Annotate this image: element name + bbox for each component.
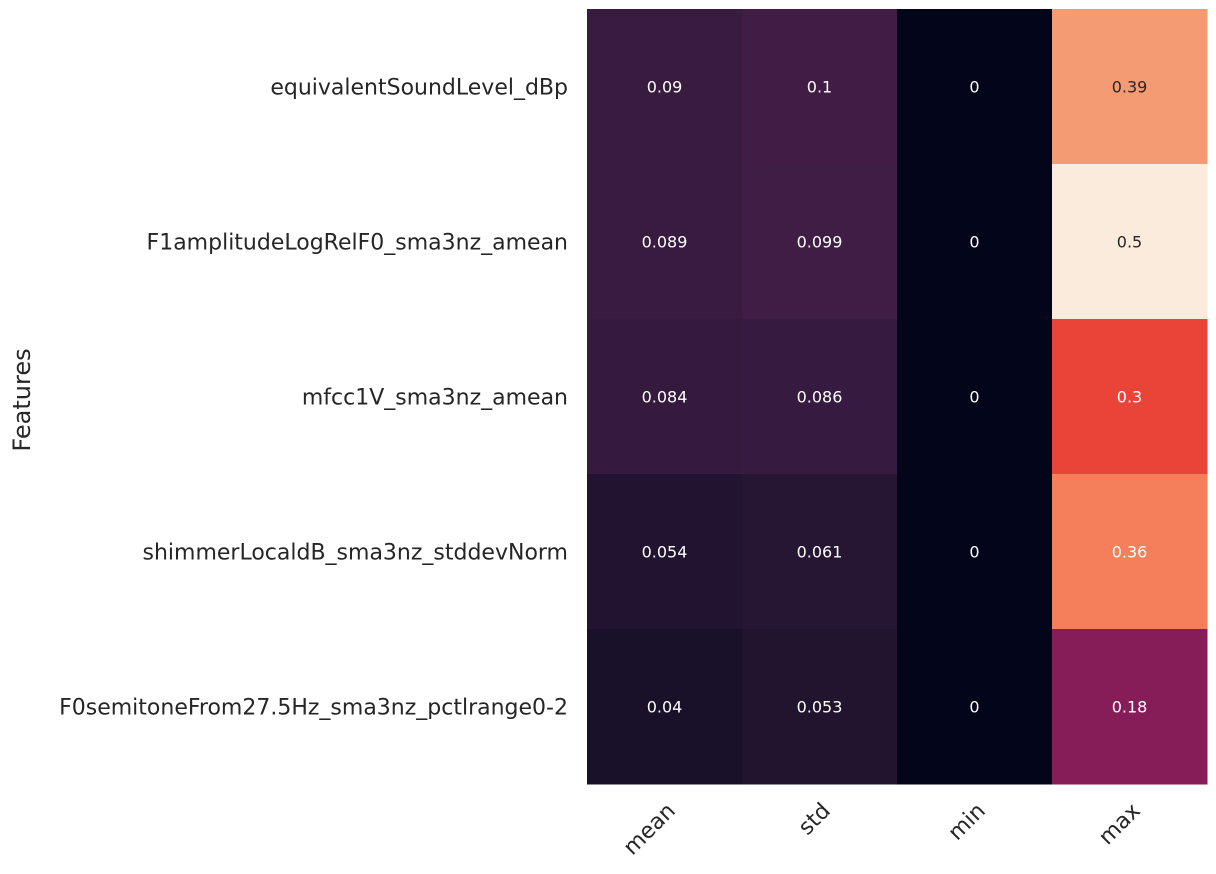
cell-value-label: 0 — [969, 78, 979, 97]
heatmap-cell — [742, 629, 898, 785]
cell-value-label: 0 — [969, 233, 979, 252]
heatmap-cell — [897, 164, 1053, 320]
heatmap-cell — [742, 9, 898, 165]
row-tick-label: F1amplitudeLogRelF0_sma3nz_amean — [147, 231, 568, 256]
cell-value-label: 0.084 — [642, 388, 688, 407]
cell-value-label: 0.1 — [807, 78, 832, 97]
cell-value-label: 0.054 — [642, 543, 688, 562]
cell-value-label: 0.09 — [647, 78, 683, 97]
cell-value-label: 0 — [969, 388, 979, 407]
cell-value-label: 0.061 — [797, 543, 843, 562]
cell-value-label: 0.04 — [647, 698, 683, 717]
heatmap-cell — [897, 9, 1053, 165]
heatmap-cell — [587, 319, 743, 475]
cell-value-label: 0 — [969, 543, 979, 562]
cell-value-label: 0 — [969, 698, 979, 717]
cell-value-label: 0.086 — [797, 388, 843, 407]
heatmap-cell — [587, 164, 743, 320]
cell-value-label: 0.053 — [797, 698, 843, 717]
cell-value-label: 0.3 — [1117, 388, 1142, 407]
row-tick-label: F0semitoneFrom27.5Hz_sma3nz_pctlrange0-2 — [59, 696, 568, 721]
y-axis-title: Features — [8, 348, 36, 451]
heatmap-cell — [1052, 164, 1208, 320]
cell-value-label: 0.099 — [797, 233, 843, 252]
heatmap-cell — [742, 474, 898, 630]
heatmap-cell — [897, 319, 1053, 475]
heatmap-cell — [587, 9, 743, 165]
heatmap-cells — [587, 9, 1208, 785]
heatmap-cell — [1052, 629, 1208, 785]
cell-value-label: 0.18 — [1112, 698, 1148, 717]
cell-value-label: 0.39 — [1112, 78, 1148, 97]
heatmap-cell — [742, 164, 898, 320]
column-tick-label: max — [1094, 799, 1146, 851]
heatmap-cell — [742, 319, 898, 475]
heatmap-cell — [1052, 474, 1208, 630]
heatmap-cell — [587, 474, 743, 630]
heatmap-cell — [587, 629, 743, 785]
column-tick-label: mean — [619, 799, 681, 861]
heatmap-cell — [897, 629, 1053, 785]
heatmap-cell — [1052, 9, 1208, 165]
heatmap-cell-labels: 0.09 0.1 0 0.39 0.089 0.099 0 0.5 0.084 0.086 0 0.3… — [642, 78, 1148, 717]
cell-value-label: 0.36 — [1112, 543, 1148, 562]
row-tick-label: mfcc1V_sma3nz_amean — [302, 386, 568, 411]
heatmap-cell — [1052, 319, 1208, 475]
column-tick-label: std — [794, 799, 836, 841]
column-tick-labels: mean std min max — [619, 799, 1146, 861]
cell-value-label: 0.089 — [642, 233, 688, 252]
column-tick-label: min — [944, 799, 991, 846]
heatmap-cell — [897, 474, 1053, 630]
row-tick-label: equivalentSoundLevel_dBp — [270, 76, 568, 101]
row-tick-label: shimmerLocaldB_sma3nz_stddevNorm — [143, 541, 568, 566]
cell-value-label: 0.5 — [1117, 233, 1142, 252]
row-tick-labels: equivalentSoundLevel_dBp F1amplitudeLogRe… — [59, 76, 568, 721]
